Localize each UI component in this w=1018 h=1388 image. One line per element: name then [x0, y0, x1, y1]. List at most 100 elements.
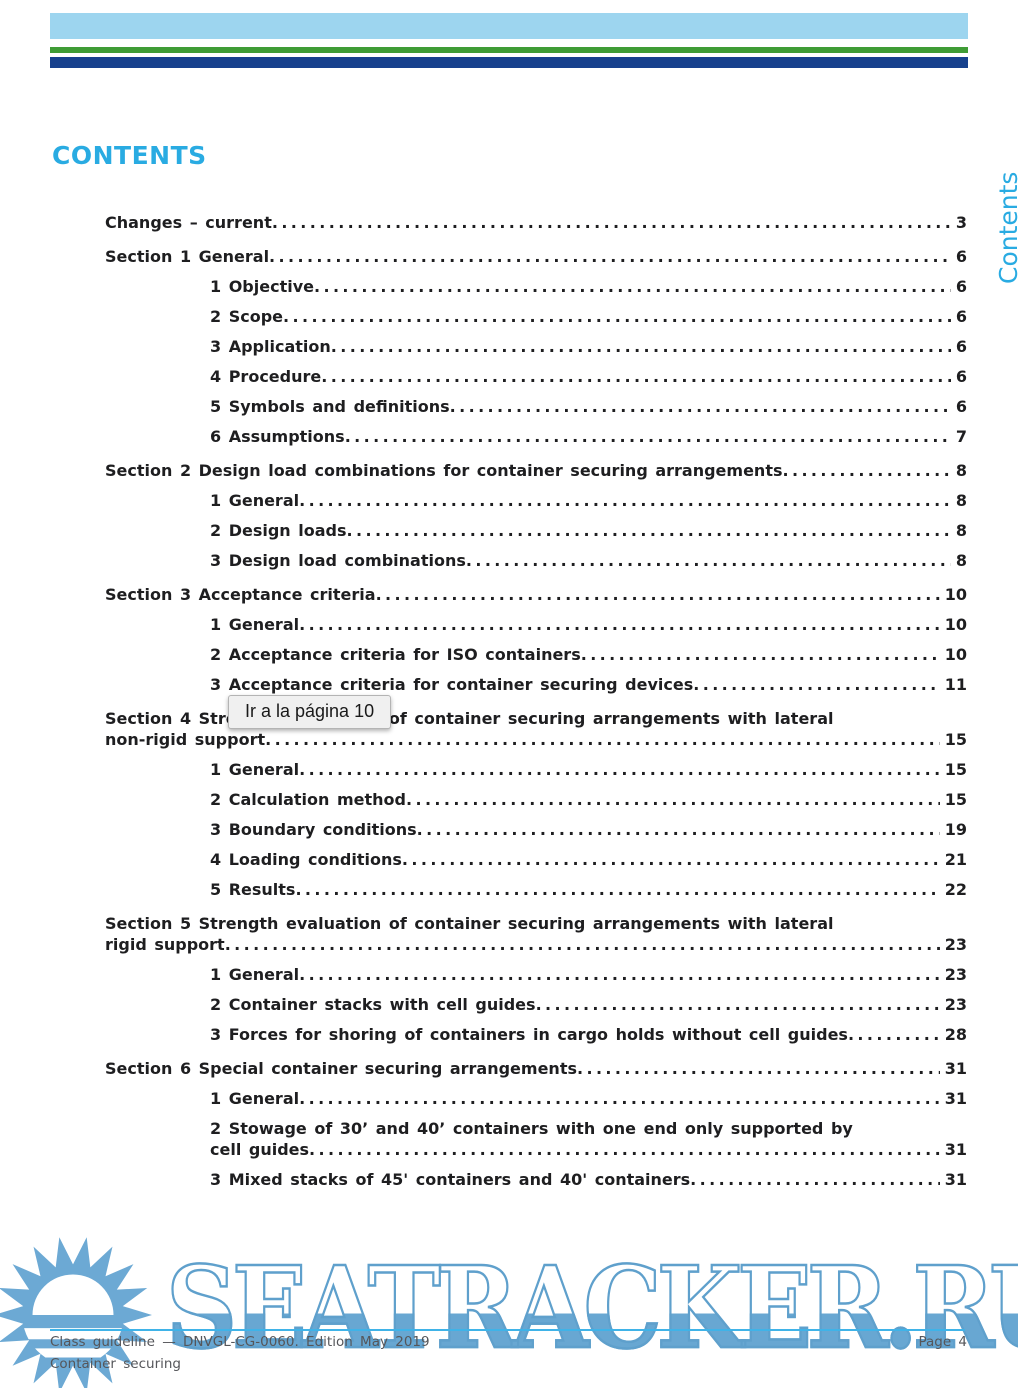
toc-dot-leader	[299, 490, 951, 511]
page-title: CONTENTS	[52, 141, 207, 170]
toc-dot-leader	[783, 460, 951, 481]
toc-entry-title: Section 5 Strength evaluation of contain…	[105, 914, 834, 933]
toc-page-number: 31	[944, 1089, 967, 1108]
toc-page-number: 19	[944, 820, 967, 839]
toc-dot-leader	[314, 276, 951, 297]
toc-dot-leader	[693, 674, 940, 695]
footer-document-id: Class guideline — DNVGL-CG-0060. Edition…	[50, 1334, 430, 1350]
toc-dot-leader	[299, 1088, 940, 1109]
toc-entry-title: 2 Container stacks with cell guides	[210, 995, 536, 1014]
toc-subentry[interactable]: 3 Design load combinations 8	[105, 550, 967, 571]
toc-entry[interactable]: Section 5 Strength evaluation of contain…	[105, 913, 967, 955]
toc-subentry[interactable]: 4 Procedure 6	[105, 366, 967, 387]
toc-entry-title: 2 Design loads	[210, 521, 347, 540]
toc-entry-title: rigid support	[105, 935, 225, 954]
toc-subentry[interactable]: 1 General 31	[105, 1088, 967, 1109]
toc-page-number: 15	[944, 790, 967, 809]
toc-list: Changes – current 3 Section 1 General6 1 Ob…	[105, 212, 967, 1199]
footer-page-number: Page 4	[918, 1334, 967, 1350]
toc-page-number: 15	[944, 760, 967, 779]
toc-dot-leader	[417, 819, 940, 840]
toc-entry-title: 5 Symbols and definitions	[210, 397, 450, 416]
toc-subentry[interactable]: 2 Container stacks with cell guides 23	[105, 994, 967, 1015]
toc-entry-title: Section 4 Strength evaluation of contain…	[105, 709, 834, 728]
toc-entry-title: 6 Assumptions	[210, 427, 345, 446]
toc-page-number: 6	[955, 247, 967, 266]
toc-page-number: 3	[955, 213, 967, 232]
toc-page-number: 28	[944, 1025, 967, 1044]
header-bar-dark-blue	[50, 57, 968, 68]
toc-subentry[interactable]: 3 Application 6	[105, 336, 967, 357]
toc-subentry[interactable]: 1 General 23	[105, 964, 967, 985]
toc-dot-leader	[577, 1058, 940, 1079]
toc-entry-title: Changes – current	[105, 213, 272, 232]
toc-entry[interactable]: Section 2 Design load combinations for c…	[105, 460, 967, 481]
toc-subentry[interactable]: 5 Symbols and definitions 6	[105, 396, 967, 417]
toc-dot-leader	[265, 729, 940, 750]
goto-page-tooltip: Ir a la página 10	[228, 695, 392, 729]
toc-entry-title: 1 General	[210, 491, 300, 510]
toc-subentry[interactable]: 2 Acceptance criteria for ISO containers…	[105, 644, 967, 665]
toc-dot-leader	[225, 934, 940, 955]
toc-entry-title: 1 General	[210, 760, 300, 779]
toc-dot-leader	[536, 994, 940, 1015]
toc-entry-title: 3 Acceptance criteria for container secu…	[210, 675, 694, 694]
toc-page-number: 31	[944, 1059, 967, 1078]
toc-subentry[interactable]: 1 Objective 6	[105, 276, 967, 297]
toc-page-number: 22	[944, 880, 967, 899]
toc-dot-leader	[581, 644, 940, 665]
toc-dot-leader	[299, 759, 940, 780]
toc-subentry[interactable]: 1 General 15	[105, 759, 967, 780]
toc-page-number: 31	[944, 1140, 967, 1159]
toc-page-number: 10	[944, 615, 967, 634]
toc-subentry[interactable]: 3 Acceptance criteria for container secu…	[105, 674, 967, 695]
footer-rule	[50, 1329, 965, 1331]
toc-dot-leader	[321, 366, 951, 387]
toc-dot-leader	[450, 396, 951, 417]
toc-page-number: 31	[944, 1170, 967, 1189]
toc-dot-leader	[848, 1024, 940, 1045]
toc-page-number: 21	[944, 850, 967, 869]
toc-entry-title: 1 Objective	[210, 277, 314, 296]
toc-subentry[interactable]: 3 Boundary conditions 19	[105, 819, 967, 840]
toc-subentry[interactable]: 6 Assumptions 7	[105, 426, 967, 447]
toc-page-number: 23	[944, 935, 967, 954]
toc-subentry[interactable]: 3 Forces for shoring of containers in ca…	[105, 1024, 967, 1045]
toc-dot-leader	[347, 520, 951, 541]
toc-page-number: 8	[955, 521, 967, 540]
toc-subentry[interactable]: 4 Loading conditions 21	[105, 849, 967, 870]
toc-entry-title: 1 General	[210, 615, 300, 634]
toc-subentry[interactable]: 2 Calculation method 15	[105, 789, 967, 810]
toc-page-number: 10	[944, 645, 967, 664]
side-tab-label: Contents	[994, 171, 1018, 284]
toc-subentry[interactable]: 2 Scope 6	[105, 306, 967, 327]
toc-entry-title: 2 Stowage of 30’ and 40’ containers with…	[210, 1119, 853, 1138]
toc-entry-title: 2 Scope	[210, 307, 284, 326]
toc-subentry[interactable]: 1 General 10	[105, 614, 967, 635]
toc-subentry[interactable]: 2 Design loads 8	[105, 520, 967, 541]
toc-entry-title: 2 Acceptance criteria for ISO containers	[210, 645, 581, 664]
footer-document-title: Container securing	[50, 1356, 182, 1372]
toc-subentry[interactable]: 5 Results 22	[105, 879, 967, 900]
sun-logo-icon	[0, 1237, 152, 1388]
toc-entry-title: 1 General	[210, 965, 300, 984]
toc-entry[interactable]: Section 3 Acceptance criteria 10	[105, 584, 967, 605]
watermark-text: SEATRACKER.RU	[165, 1251, 1018, 1366]
toc-subentry[interactable]: 1 General 8	[105, 490, 967, 511]
toc-page-number: 6	[955, 367, 967, 386]
toc-page-number: 8	[955, 461, 967, 480]
toc-entry-title: non-rigid support	[105, 730, 266, 749]
toc-page-number: 6	[955, 277, 967, 296]
toc-dot-leader	[376, 584, 940, 605]
toc-entry[interactable]: Section 6 Special container securing arr…	[105, 1058, 967, 1079]
toc-page-number: 7	[955, 427, 967, 446]
toc-dot-leader	[690, 1169, 940, 1190]
toc-entry[interactable]: Changes – current 3	[105, 212, 967, 233]
toc-page-number: 6	[955, 307, 967, 326]
toc-entry-title: 3 Application	[210, 337, 331, 356]
toc-subentry[interactable]: 2 Stowage of 30’ and 40’ containers with…	[105, 1118, 967, 1160]
toc-entry-title: 3 Boundary conditions	[210, 820, 417, 839]
toc-entry[interactable]: Section 1 General 6	[105, 246, 967, 267]
toc-subentry[interactable]: 3 Mixed stacks of 45' containers and 40'…	[105, 1169, 967, 1190]
